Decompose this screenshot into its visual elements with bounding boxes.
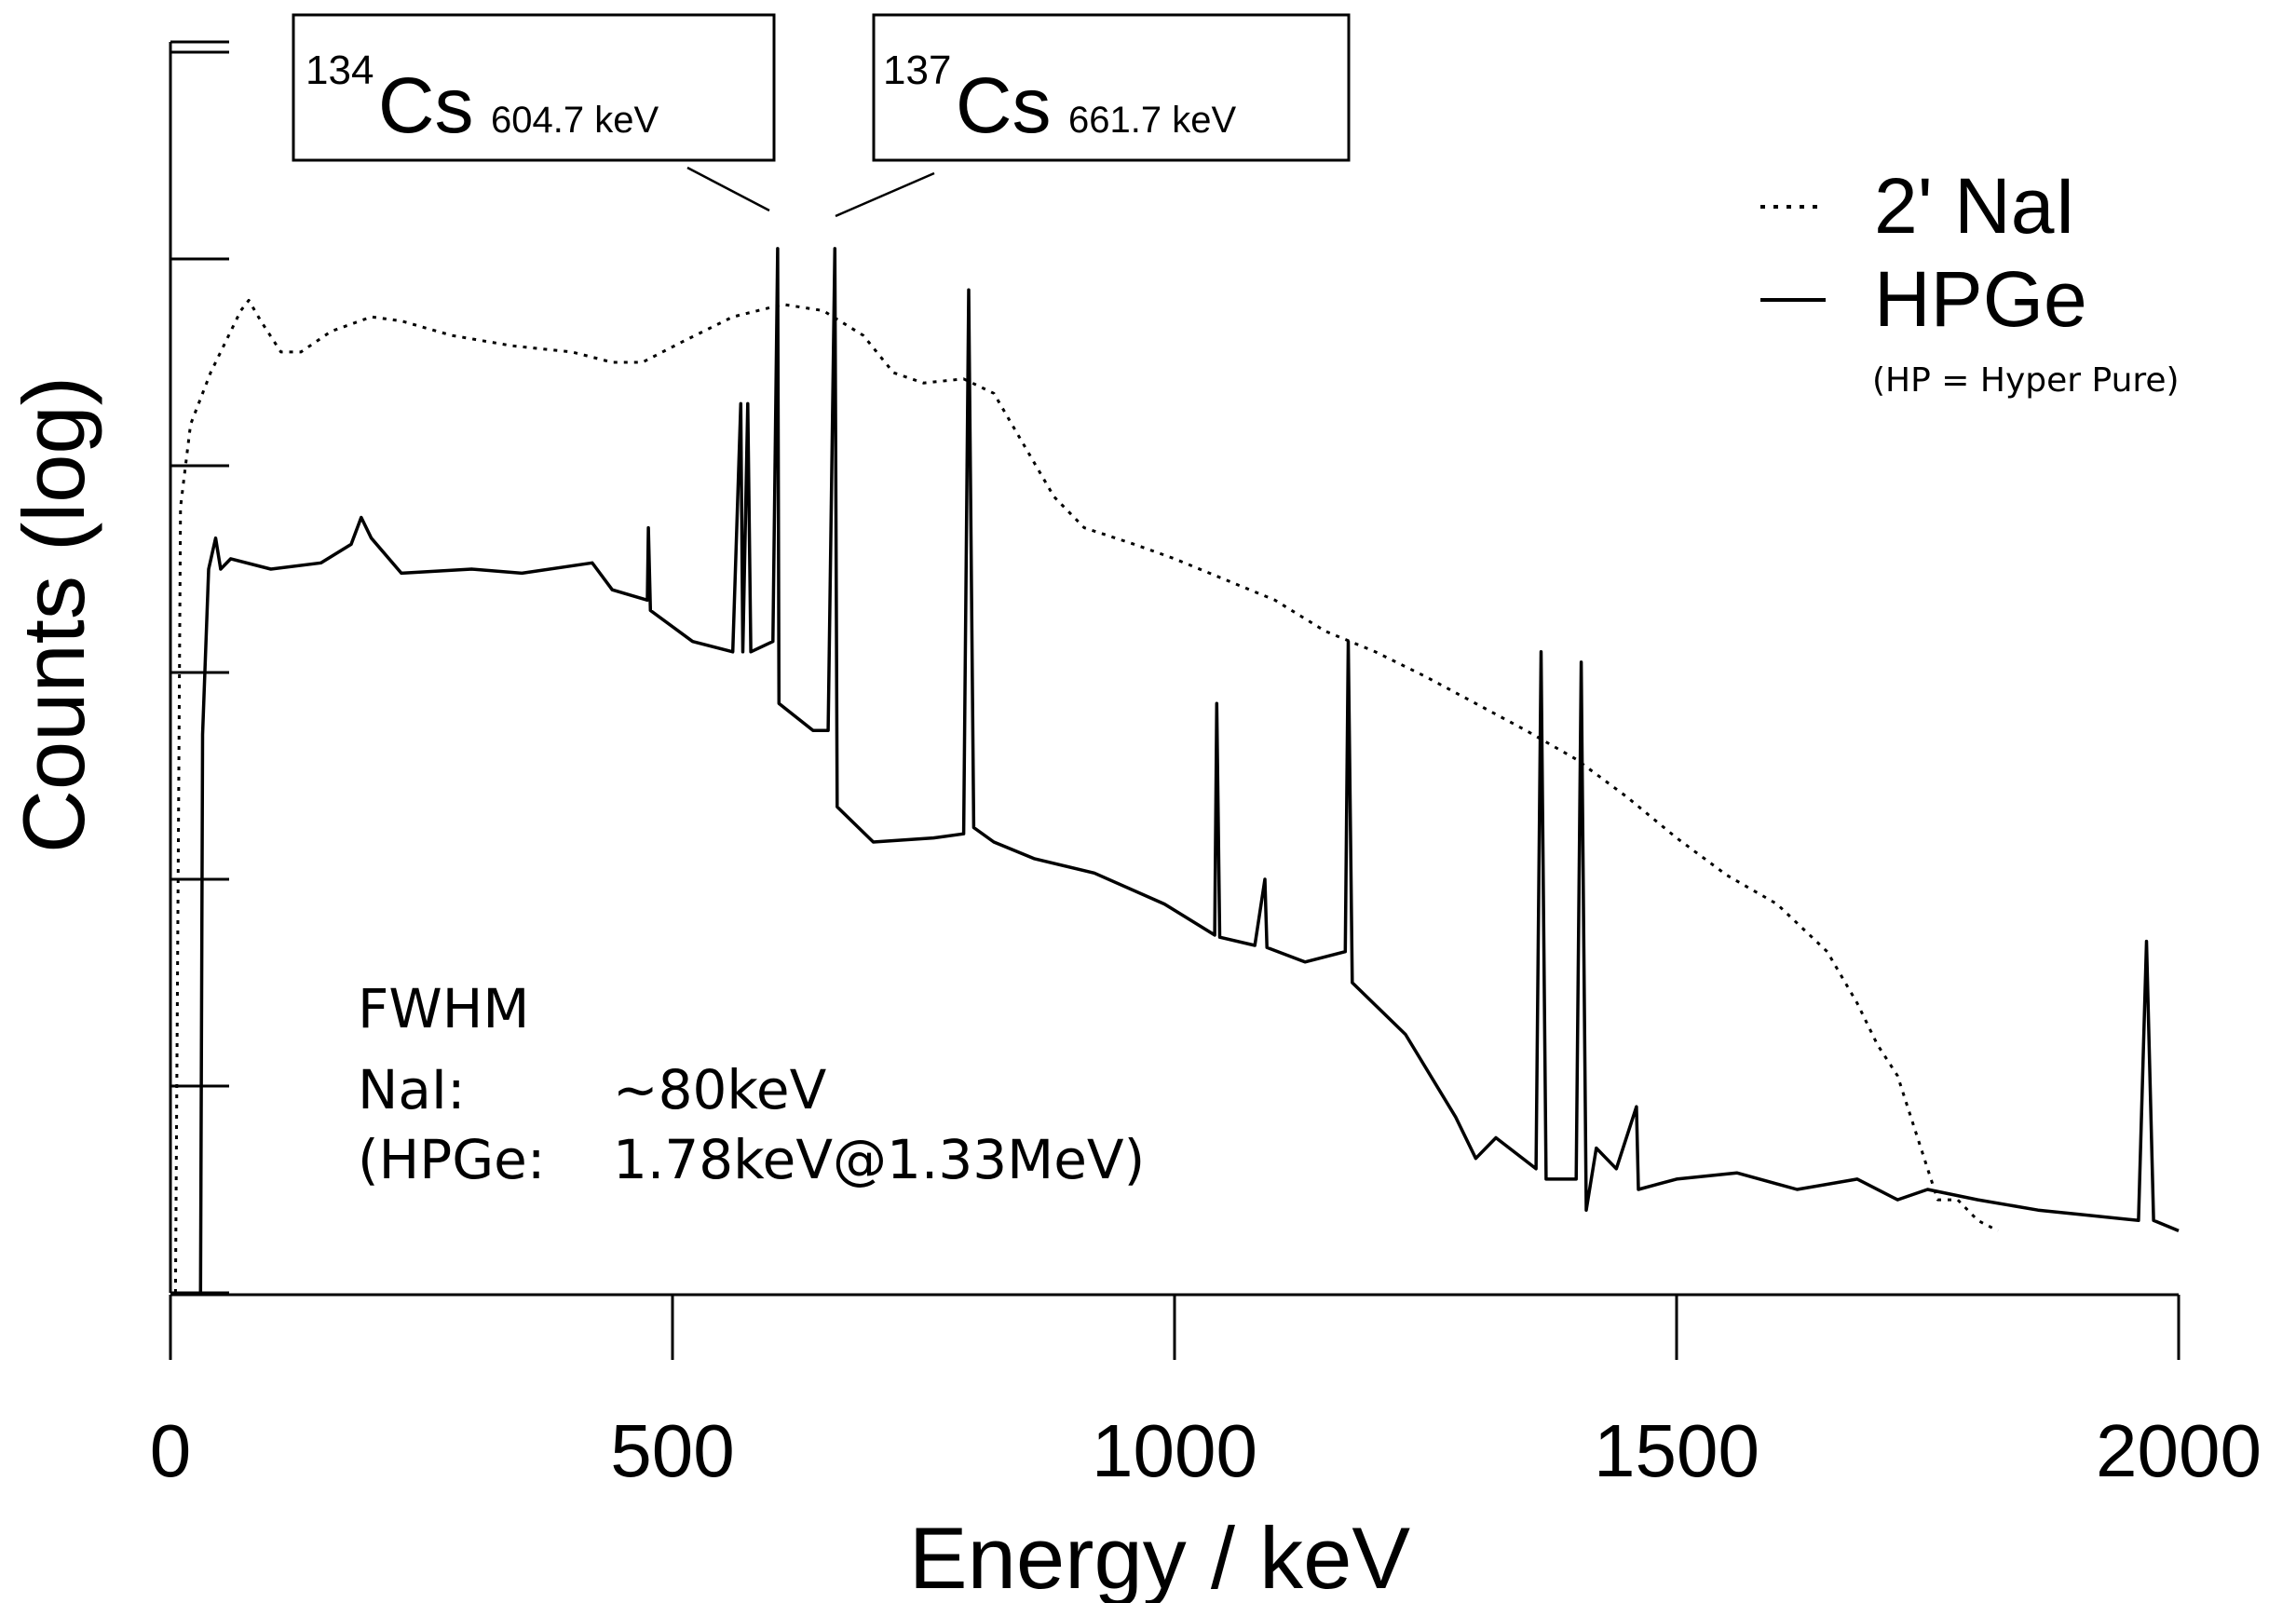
series-line-hpge <box>198 247 2180 1294</box>
x-tick-labels: 0 500 1000 1500 2000 <box>150 1409 2262 1492</box>
series-line-nai <box>173 298 1999 1294</box>
peak-mass-number: 137 <box>883 48 951 93</box>
fwhm-nai-label: NaI: <box>358 1058 466 1121</box>
legend-label: 2' NaI <box>1874 162 2076 250</box>
peak-mass-number: 134 <box>306 48 374 93</box>
x-tick-label: 2000 <box>2096 1409 2262 1492</box>
fwhm-nai-value: ~80keV <box>613 1058 827 1121</box>
peak-leader-line <box>686 166 770 212</box>
peak-element: Cs <box>956 61 1052 149</box>
fwhm-annotation: FWHM NaI: ~80keV (HPGe: 1.78keV@1.33MeV) <box>358 977 1145 1191</box>
peak-leader-line <box>835 171 935 218</box>
svg-text:134 Cs 604.7 keV: 134 Cs 604.7 keV <box>306 48 659 149</box>
x-tick-label: 500 <box>610 1409 734 1492</box>
legend-note: (HP = Hyper Pure) <box>1872 361 2180 400</box>
peak-energy: 604.7 keV <box>491 100 659 141</box>
plot-area <box>173 247 2180 1294</box>
fwhm-title: FWHM <box>358 977 529 1040</box>
fwhm-hpge-label: (HPGe: <box>358 1128 545 1191</box>
peak-label-cs137: 137 Cs 661.7 keV <box>835 13 1351 218</box>
peak-energy: 661.7 keV <box>1068 100 1236 141</box>
x-tick-label: 1500 <box>1594 1409 1759 1492</box>
x-tick-label: 0 <box>150 1409 192 1492</box>
legend-label: HPGe <box>1874 255 2087 343</box>
y-axis-title: Counts (log) <box>5 376 102 853</box>
fwhm-hpge-value: 1.78keV@1.33MeV) <box>613 1128 1145 1191</box>
peak-label-cs134: 134 Cs 604.7 keV <box>292 13 776 212</box>
x-axis-title: Energy / keV <box>909 1509 1410 1603</box>
x-tick-label: 1000 <box>1092 1409 1257 1492</box>
svg-text:137 Cs 661.7 keV: 137 Cs 661.7 keV <box>883 48 1236 149</box>
peak-element: Cs <box>378 61 474 149</box>
axes <box>169 40 2181 1360</box>
legend: 2' NaI HPGe (HP = Hyper Pure) <box>1760 162 2180 400</box>
